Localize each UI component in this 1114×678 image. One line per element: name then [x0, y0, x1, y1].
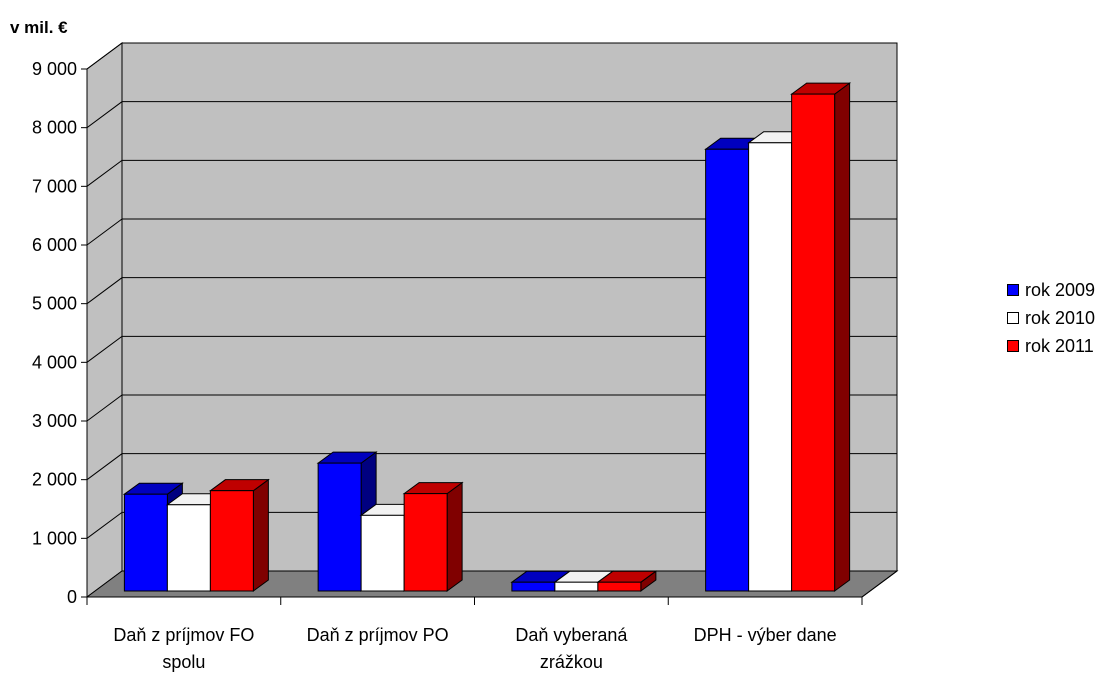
gridline-6: [86, 218, 897, 246]
bar-rok-2011-cat0: [208, 478, 270, 592]
legend-swatch-2010: [1007, 312, 1019, 324]
gridline-9: [86, 42, 897, 70]
bar-front: [123, 493, 168, 592]
gridline-1: [86, 511, 897, 539]
y-tick-label-9: 9 000: [32, 59, 77, 79]
y-tick-label-4: 4 000: [32, 352, 77, 372]
legend-label-2010: rok 2010: [1025, 307, 1096, 328]
legend-swatch-2009: [1007, 284, 1019, 296]
legend-item-2009: rok 2009: [1007, 276, 1095, 304]
bar-front: [403, 493, 448, 592]
legend-label-2011: rok 2011: [1025, 335, 1094, 356]
gridline-8: [86, 101, 897, 129]
bar-side: [834, 82, 851, 592]
x-axis-depth-line: [861, 570, 898, 598]
y-tick-label-1: 1 000: [32, 528, 77, 548]
legend-item-2011: rok 2011: [1007, 332, 1095, 360]
y-tick-label-7: 7 000: [32, 176, 77, 196]
y-axis-unit-label: v mil. €: [10, 18, 68, 37]
legend-swatch-2011: [1007, 340, 1019, 352]
bar-front: [597, 581, 642, 592]
y-tick-label-3: 3 000: [32, 411, 77, 431]
bar-front: [511, 581, 556, 592]
legend: rok 2009 rok 2010 rok 2011: [1007, 276, 1095, 360]
x-category-label-0-line1: spolu: [162, 652, 205, 672]
x-category-label-1-line0: Daň z príjmov PO: [307, 625, 449, 645]
gridline-4: [86, 335, 897, 363]
bar-side: [446, 481, 463, 592]
y-tick-label-0: 0: [67, 587, 77, 607]
x-category-label-2-line1: zrážkou: [540, 652, 603, 672]
gridline-5: [86, 277, 897, 305]
y-tick-label-6: 6 000: [32, 235, 77, 255]
gridline-7: [86, 159, 897, 187]
x-category-label-0-line0: Daň z príjmov FO: [113, 625, 254, 645]
gridline-3: [86, 394, 897, 422]
bar-front: [791, 93, 836, 592]
gridline-2: [86, 453, 897, 481]
bar-front: [554, 581, 599, 592]
bar-front: [209, 490, 254, 592]
bar-side: [252, 478, 269, 592]
x-category-label-2-line0: Daň vyberaná: [515, 625, 628, 645]
legend-item-2010: rok 2010: [1007, 304, 1095, 332]
x-category-label-3-line0: DPH - výber dane: [694, 625, 837, 645]
bar-rok-2011-cat2: [596, 570, 658, 592]
bar-rok-2011-cat3: [790, 82, 852, 592]
chart-side-wall: [86, 42, 123, 598]
bar-front: [748, 142, 793, 592]
y-tick-label-2: 2 000: [32, 470, 77, 490]
y-tick-label-8: 8 000: [32, 118, 77, 138]
bar-front: [317, 462, 362, 592]
bar-front: [705, 148, 750, 592]
y-tick-label-5: 5 000: [32, 294, 77, 314]
bar-front: [166, 504, 211, 592]
bar-front: [360, 514, 405, 592]
legend-label-2009: rok 2009: [1025, 279, 1096, 300]
bar-rok-2011-cat1: [402, 481, 464, 592]
